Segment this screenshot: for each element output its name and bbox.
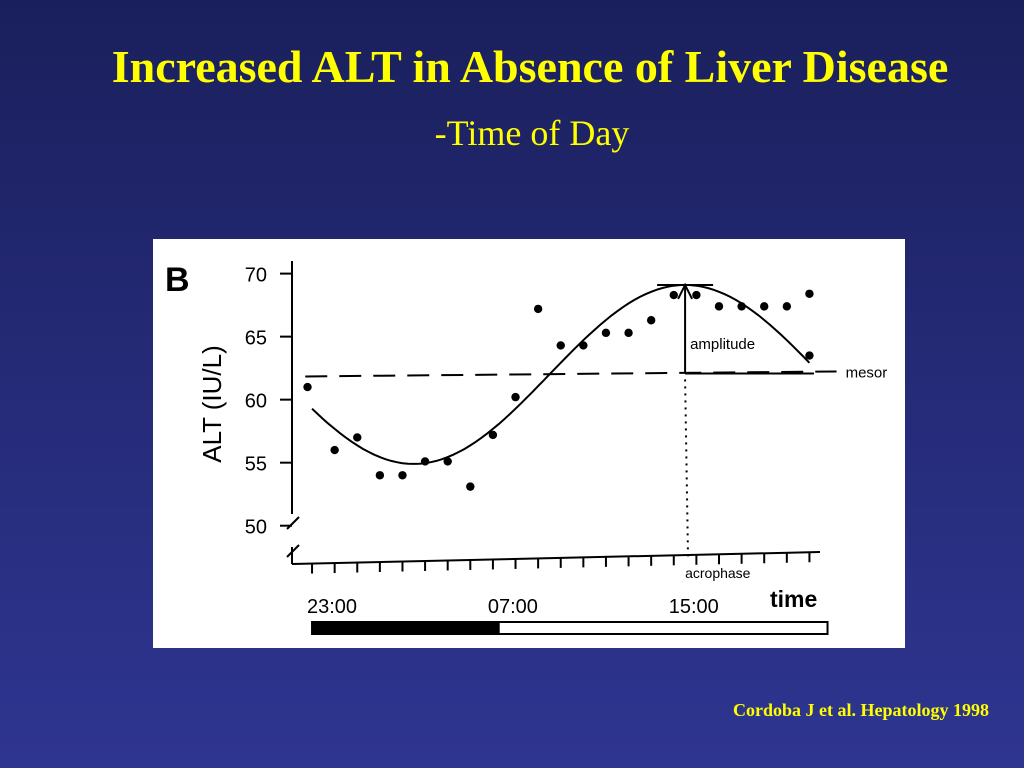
data-point [533, 304, 543, 314]
light-dark-bar [311, 621, 829, 635]
cosinor-curve [311, 283, 811, 465]
slide-subtitle: -Time of Day [434, 113, 630, 153]
x-axis-line [291, 551, 821, 565]
y-tick-label: 60 [245, 391, 267, 413]
axes [286, 261, 821, 565]
x-tick-label: 23:00 [307, 596, 357, 618]
mesor-line [305, 370, 837, 378]
data-point [737, 302, 746, 311]
data-point [443, 457, 452, 466]
acrophase-label: acrophase [685, 565, 751, 581]
data-point [398, 471, 407, 480]
data-point [714, 302, 724, 311]
mesor-label: mesor [846, 364, 888, 381]
data-point [601, 328, 611, 338]
data-point [760, 302, 769, 311]
data-point [805, 351, 814, 360]
data-point [692, 290, 701, 300]
x-tick-label: 07:00 [488, 596, 538, 618]
data-point [624, 328, 633, 338]
y-tick-label: 55 [245, 454, 267, 476]
amplitude-marker [657, 282, 814, 375]
data-point [805, 289, 814, 298]
citation: Cordoba J et al. Hepatology 1998 [733, 700, 989, 720]
panel-label: B [165, 261, 190, 299]
data-point [353, 433, 362, 442]
data-point [466, 482, 475, 491]
x-tick-label: 15:00 [669, 596, 719, 618]
acrophase-line [684, 379, 690, 562]
data-point [669, 290, 678, 300]
x-ticks: 23:00 07:00 15:00 [307, 552, 811, 618]
data-point [330, 445, 339, 455]
amplitude-arrow-head [677, 282, 693, 300]
y-tick-label: 65 [245, 328, 267, 350]
data-point [511, 392, 520, 402]
y-tick-label: 70 [245, 265, 267, 287]
y-tick-label: 50 [245, 517, 267, 539]
x-axis-label: time [770, 586, 817, 612]
data-point [556, 341, 565, 350]
data-point [488, 430, 498, 440]
data-point [782, 302, 792, 311]
y-axis-break [286, 516, 300, 530]
data-points [303, 289, 814, 491]
alt-chart: B ALT (IU/L) time 50 55 60 65 70 23:00 07:00 1… [165, 261, 888, 635]
slide-title: Increased ALT in Absence of Liver Diseas… [111, 41, 949, 92]
y-ticks: 50 55 60 65 70 [245, 265, 292, 539]
amplitude-label: amplitude [690, 336, 755, 353]
y-axis-label: ALT (IU/L) [197, 345, 227, 463]
dark-period [312, 623, 500, 634]
chart-panel: B ALT (IU/L) time 50 55 60 65 70 23:00 07:00 1… [153, 239, 905, 648]
data-point [646, 316, 656, 325]
data-point [420, 457, 430, 466]
data-point [579, 341, 588, 350]
data-point [375, 471, 385, 480]
data-point [303, 382, 312, 392]
